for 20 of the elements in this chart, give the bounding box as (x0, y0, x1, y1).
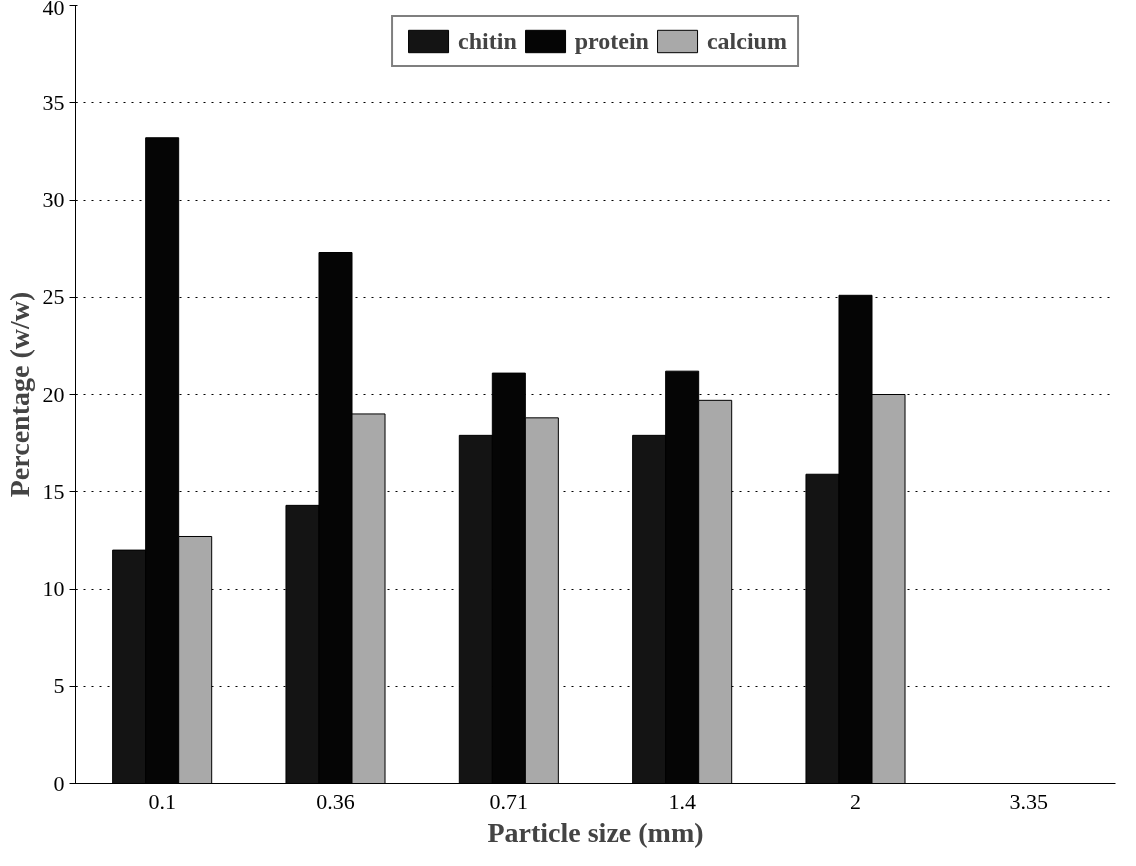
y-tick-label: 25 (42, 284, 65, 310)
y-tick-label: 20 (42, 381, 65, 407)
x-tick-label: 0.36 (316, 788, 355, 814)
y-tick-label: 15 (42, 478, 65, 504)
x-tick-label: 2 (850, 788, 861, 814)
y-tick-label: 5 (53, 673, 65, 699)
x-tick-label: 0.71 (489, 788, 529, 814)
y-tick-label: 30 (42, 187, 65, 212)
x-tick-label: 1.4 (668, 788, 696, 814)
y-tick-label: 0 (53, 770, 65, 796)
x-tick-label: 0.1 (148, 788, 176, 814)
x-tick-label: 3.35 (1009, 788, 1049, 814)
legend-label: chitin (458, 27, 517, 55)
y-axis-title: Percentage (w/w) (3, 291, 35, 498)
y-tick-label: 40 (42, 0, 65, 20)
x-axis-title: Particle size (mm) (487, 816, 704, 848)
legend-label: protein (574, 27, 649, 55)
y-tick-label: 35 (42, 89, 65, 115)
legend-label: calcium (706, 27, 787, 55)
y-tick-label: 10 (42, 576, 65, 601)
